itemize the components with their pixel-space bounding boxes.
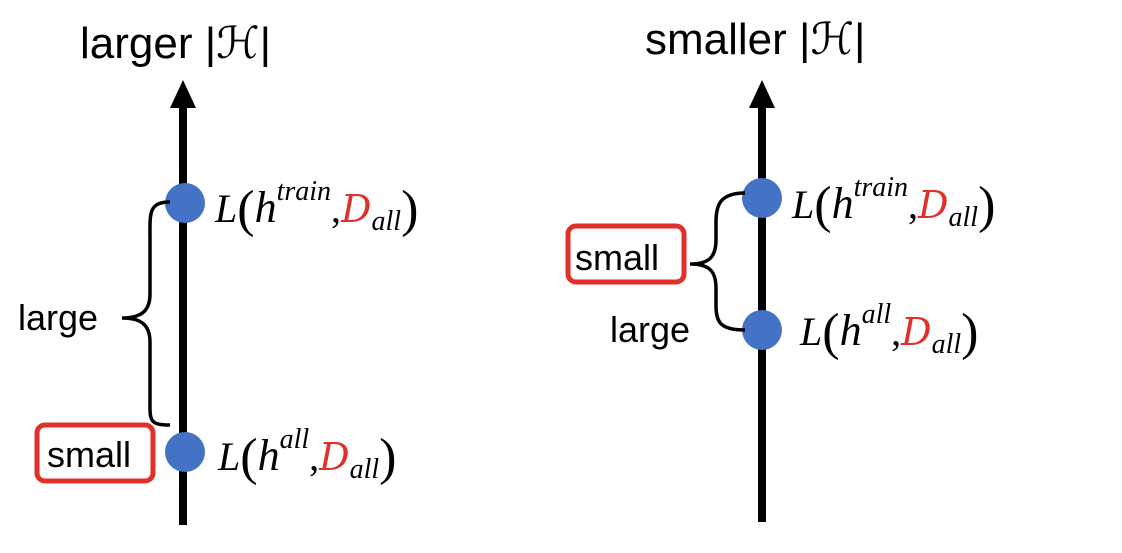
svg-text:L(htrain,Dall): L(htrain,Dall)	[214, 176, 418, 238]
right-brace	[689, 191, 746, 332]
right-panel: smaller |ℋ| large small L(htrain,Dall) L…	[565, 15, 995, 522]
right-title: smaller |ℋ|	[645, 15, 865, 64]
left-axis-arrow-icon	[170, 80, 196, 108]
left-panel: larger |ℋ| large small L(htrain,Dall) L(…	[18, 19, 418, 525]
right-bottom-formula: L(hall,Dall)	[799, 299, 979, 361]
right-top-formula: L(htrain,Dall)	[791, 172, 995, 234]
left-bottom-formula: L(hall,Dall)	[217, 424, 397, 486]
svg-text:L(hall,Dall): L(hall,Dall)	[217, 424, 397, 486]
right-axis-arrow-icon	[749, 80, 775, 108]
right-bottom-dot	[742, 310, 782, 350]
left-top-dot	[165, 183, 205, 223]
left-small-box	[34, 422, 156, 484]
right-small-label: small	[575, 237, 659, 278]
left-gap-label: large	[18, 297, 98, 338]
svg-text:L(hall,Dall): L(hall,Dall)	[799, 299, 979, 361]
left-top-formula: L(htrain,Dall)	[214, 176, 418, 238]
left-brace	[121, 200, 171, 427]
svg-text:L(htrain,Dall): L(htrain,Dall)	[791, 172, 995, 234]
left-small-label: small	[47, 434, 131, 475]
left-title: larger |ℋ|	[80, 19, 271, 68]
right-small-box	[565, 223, 687, 285]
right-top-dot	[742, 178, 782, 218]
left-bottom-dot	[165, 432, 205, 472]
right-gap-label: large	[610, 309, 690, 350]
